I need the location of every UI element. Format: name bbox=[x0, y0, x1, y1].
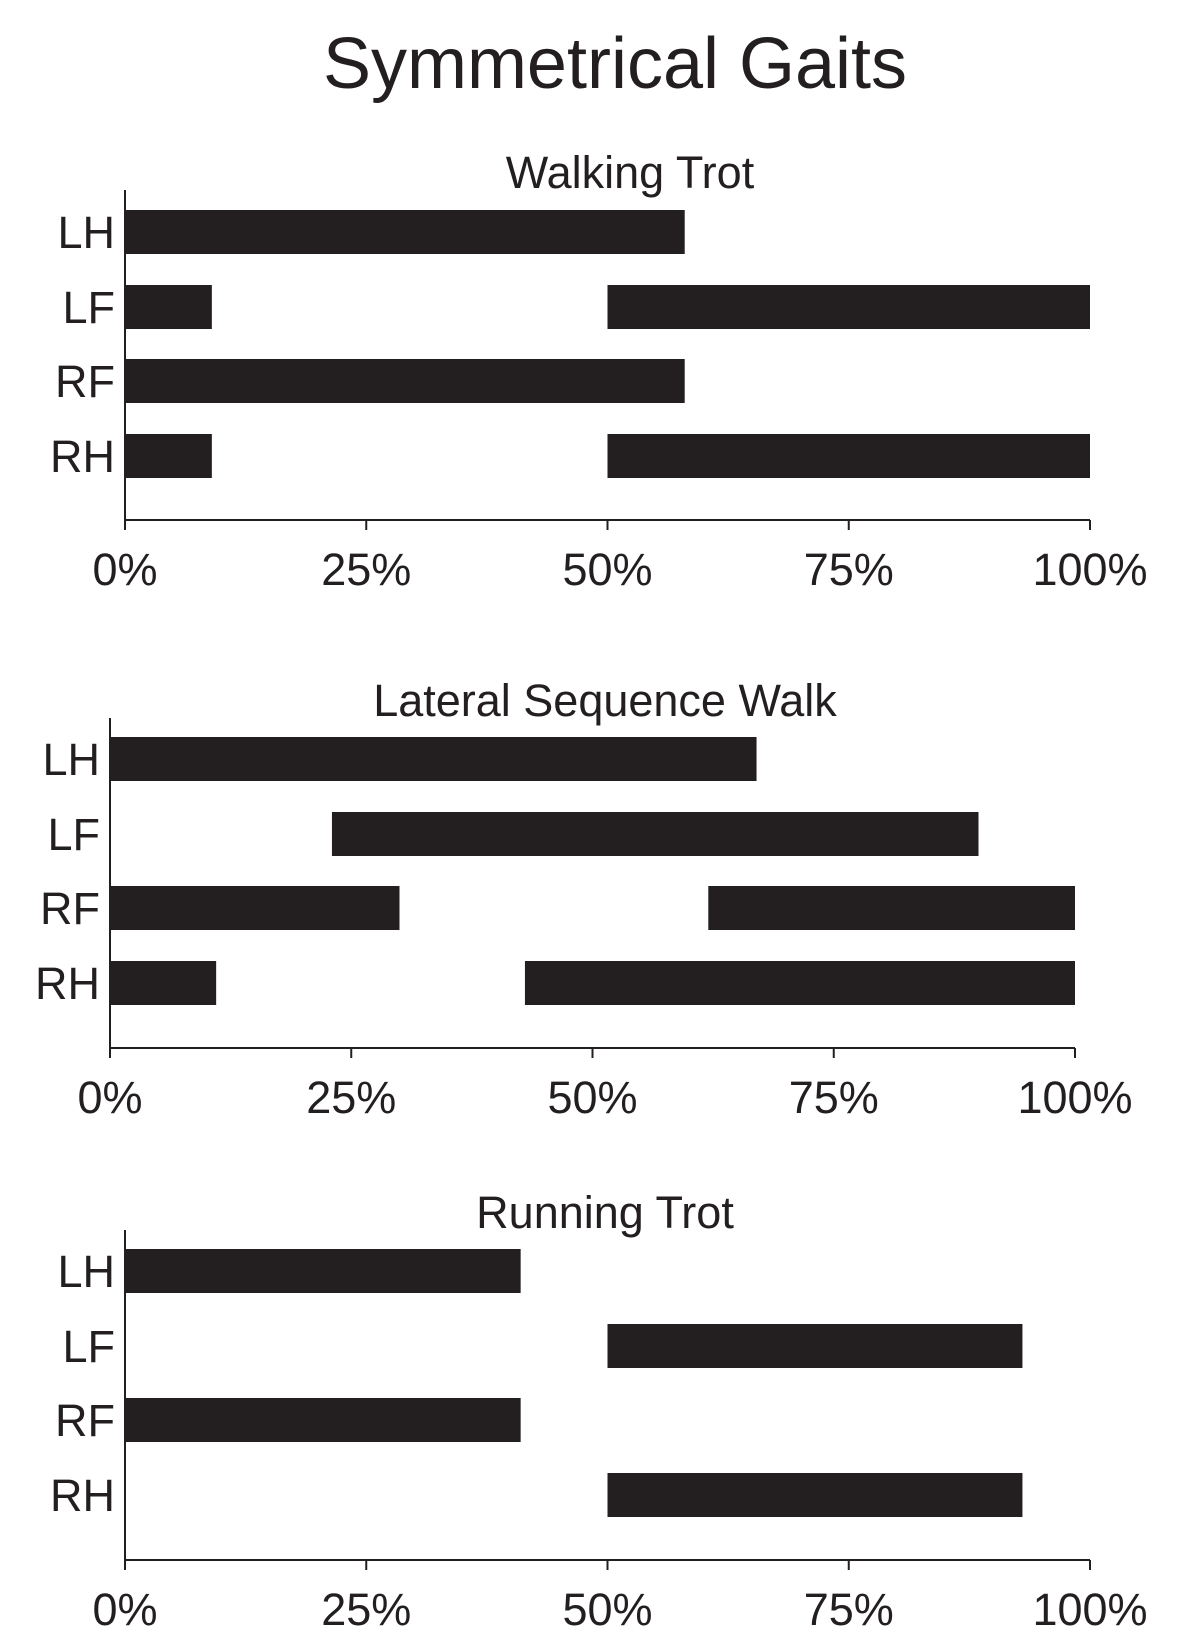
panel-1-stance-bar-rh bbox=[125, 434, 212, 478]
panel-2-x-tick-label: 0% bbox=[77, 1072, 142, 1123]
panel-3-title: Running Trot bbox=[476, 1187, 734, 1238]
panel-2-limb-label-rh: RH bbox=[35, 958, 100, 1009]
panel-1-stance-bar-lh bbox=[125, 210, 685, 254]
panel-3-limb-label-lf: LF bbox=[62, 1321, 115, 1372]
panel-1-stance-bar-lf bbox=[125, 285, 212, 329]
panel-3-stance-bar-rf bbox=[125, 1398, 521, 1442]
panel-1-title: Walking Trot bbox=[506, 147, 755, 198]
panel-2-stance-bar-rf bbox=[708, 886, 1075, 930]
chart-main-title: Symmetrical Gaits bbox=[322, 24, 908, 104]
panel-2-x-tick-label: 75% bbox=[789, 1072, 879, 1123]
panel-3-stance-bar-lf bbox=[607, 1324, 1023, 1368]
panel-3-x-tick-label: 50% bbox=[562, 1584, 652, 1635]
panel-3-limb-label-rf: RF bbox=[55, 1395, 115, 1446]
panel-2-x-tick-label: 100% bbox=[1017, 1072, 1132, 1123]
panel-2-stance-bar-lh bbox=[110, 737, 757, 781]
panel-2-limb-label-rf: RF bbox=[40, 883, 100, 934]
panel-1-stance-bar-lf bbox=[607, 285, 1090, 329]
panel-1-limb-label-rh: RH bbox=[50, 431, 115, 482]
panel-3-stance-bar-lh bbox=[125, 1249, 521, 1293]
panel-1-x-tick-label: 0% bbox=[92, 544, 157, 595]
panel-3-x-tick-label: 25% bbox=[321, 1584, 411, 1635]
panel-1-x-tick-label: 75% bbox=[804, 544, 894, 595]
panel-2-limb-label-lf: LF bbox=[47, 809, 100, 860]
panel-2-stance-bar-lf bbox=[331, 812, 979, 856]
panel-1-limb-label-rf: RF bbox=[55, 356, 115, 407]
panel-3-stance-bar-rh bbox=[607, 1473, 1023, 1517]
panel-2-x-tick-label: 50% bbox=[547, 1072, 637, 1123]
panel-2-stance-bar-rh bbox=[524, 961, 1075, 1005]
panel-3-x-tick-label: 75% bbox=[804, 1584, 894, 1635]
panel-2-x-tick-label: 25% bbox=[306, 1072, 396, 1123]
panel-2-title: Lateral Sequence Walk bbox=[373, 675, 837, 726]
panel-1-stance-bar-rf bbox=[125, 359, 685, 403]
panel-2-stance-bar-rf bbox=[110, 886, 400, 930]
panel-3-limb-label-rh: RH bbox=[50, 1470, 115, 1521]
panel-2-stance-bar-rh bbox=[110, 961, 217, 1005]
panel-3-limb-label-lh: LH bbox=[57, 1246, 115, 1297]
panel-1-x-tick-label: 50% bbox=[562, 544, 652, 595]
panel-3-x-tick-label: 0% bbox=[92, 1584, 157, 1635]
panel-1-stance-bar-rh bbox=[607, 434, 1090, 478]
panel-2-limb-label-lh: LH bbox=[42, 734, 100, 785]
panel-1-x-tick-label: 25% bbox=[321, 544, 411, 595]
panel-1-x-tick-label: 100% bbox=[1032, 544, 1147, 595]
panel-1-limb-label-lf: LF bbox=[62, 282, 115, 333]
panel-3-x-tick-label: 100% bbox=[1032, 1584, 1147, 1635]
panel-1-limb-label-lh: LH bbox=[57, 207, 115, 258]
